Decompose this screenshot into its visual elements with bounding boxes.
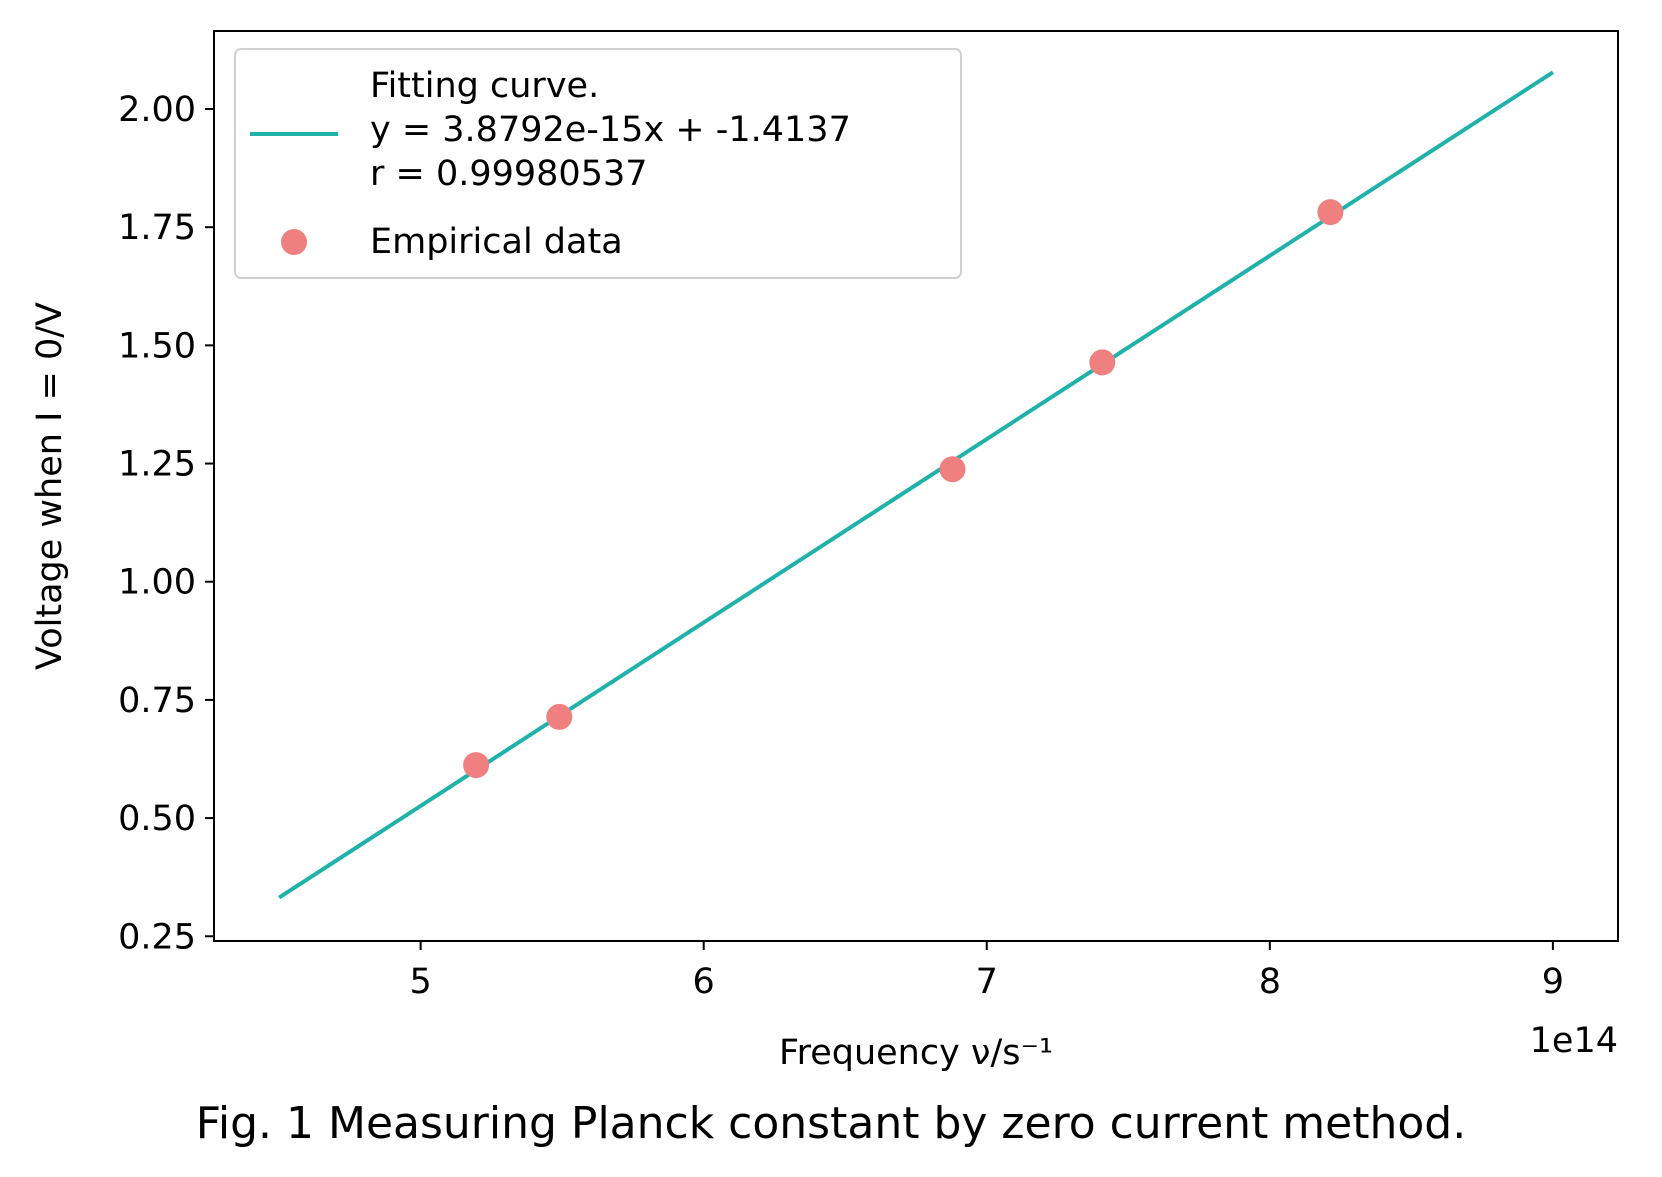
x-tick-label: 8 [1259, 962, 1281, 1002]
legend-marker-swatch [281, 229, 307, 255]
data-point [546, 703, 573, 730]
x-axis-title: Frequency ν/s⁻¹ [779, 1033, 1053, 1073]
legend-label-fitting-curve: Fitting curve. y = 3.8792e-15x + -1.4137 r… [370, 66, 851, 194]
chart-marks [278, 70, 1554, 900]
x-tick-label: 6 [693, 962, 715, 1002]
legend-label-empirical-data: Empirical data [370, 222, 623, 262]
data-point [463, 752, 490, 779]
y-tick-label: 1.50 [118, 326, 196, 366]
y-tick-label: 0.50 [118, 799, 196, 839]
y-tick-label: 1.25 [118, 445, 196, 485]
plot-frame [213, 30, 1619, 942]
y-tick-label: 0.75 [118, 681, 196, 721]
data-point [939, 456, 966, 483]
x-tick-label: 5 [409, 962, 431, 1002]
x-offset-text: 1e14 [1530, 1021, 1618, 1061]
x-tick-label: 7 [976, 962, 998, 1002]
y-tick-label: 1.00 [118, 563, 196, 603]
figure-caption: Fig. 1 Measuring Planck constant by zero… [195, 1098, 1467, 1149]
y-tick-label: 1.75 [118, 208, 196, 248]
y-axis-title: Voltage when I = 0/V [30, 302, 70, 670]
data-point [1317, 199, 1344, 226]
legend: Fitting curve. y = 3.8792e-15x + -1.4137 r… [234, 48, 962, 279]
x-tick-label: 9 [1542, 962, 1564, 1002]
y-tick-label: 2.00 [118, 90, 196, 130]
legend-box [234, 48, 962, 279]
data-point [1089, 349, 1116, 376]
axes: 5 6 7 8 9 0.25 0.50 0.75 1.00 1.25 1.50 1.75 2.00 1e1… [30, 30, 1619, 1073]
y-tick-label: 0.25 [118, 917, 196, 957]
